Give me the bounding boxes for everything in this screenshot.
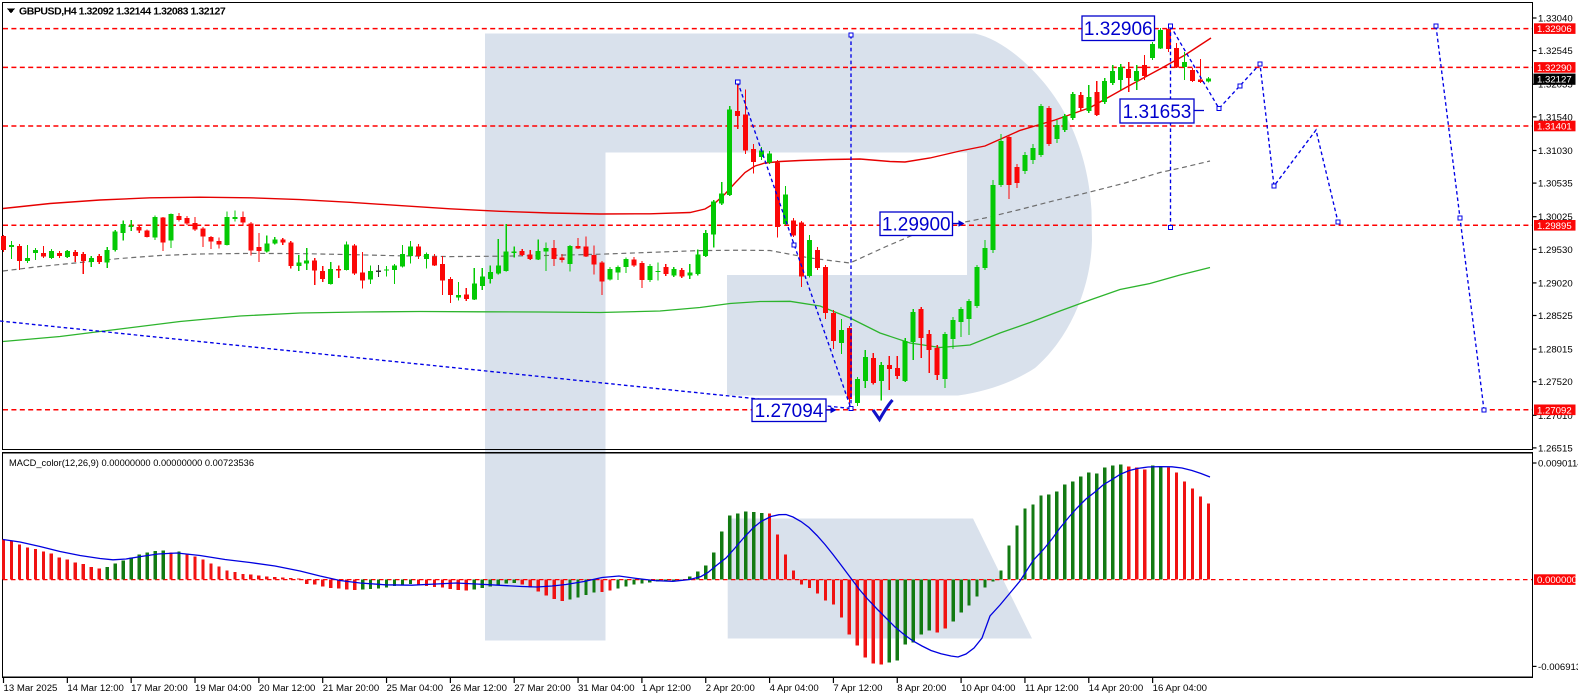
svg-text:1.32035: 1.32035 <box>1538 80 1573 91</box>
svg-text:4 Apr 04:00: 4 Apr 04:00 <box>770 683 819 694</box>
svg-text:0.0090114: 0.0090114 <box>1538 459 1578 470</box>
svg-text:11 Apr 12:00: 11 Apr 12:00 <box>1025 683 1079 694</box>
svg-text:25 Mar 04:00: 25 Mar 04:00 <box>387 683 444 694</box>
svg-text:13 Mar 2025: 13 Mar 2025 <box>4 683 58 694</box>
svg-text:1.31030: 1.31030 <box>1538 146 1573 157</box>
svg-text:-0.0069132: -0.0069132 <box>1538 662 1578 673</box>
svg-text:1.28525: 1.28525 <box>1538 311 1573 322</box>
svg-text:1.32906: 1.32906 <box>1084 19 1153 40</box>
svg-text:1.32906: 1.32906 <box>1537 24 1572 35</box>
svg-text:MACD_color(12,26,9) 0.00000000: MACD_color(12,26,9) 0.00000000 0.0000000… <box>9 458 254 468</box>
svg-text:31 Mar 04:00: 31 Mar 04:00 <box>578 683 635 694</box>
svg-text:14 Mar 12:00: 14 Mar 12:00 <box>67 683 124 694</box>
svg-text:1.33040: 1.33040 <box>1538 14 1573 25</box>
svg-text:1.27010: 1.27010 <box>1538 411 1573 422</box>
svg-text:1.32290: 1.32290 <box>1537 63 1572 74</box>
svg-text:1.28015: 1.28015 <box>1538 345 1573 356</box>
svg-text:21 Mar 20:00: 21 Mar 20:00 <box>323 683 380 694</box>
svg-text:0.0000000: 0.0000000 <box>1537 575 1578 586</box>
svg-text:16 Apr 04:00: 16 Apr 04:00 <box>1153 683 1207 694</box>
svg-text:26 Mar 12:00: 26 Mar 12:00 <box>450 683 507 694</box>
svg-text:1.27092: 1.27092 <box>1537 405 1572 416</box>
svg-text:1.31653: 1.31653 <box>1123 102 1192 123</box>
svg-text:1.29895: 1.29895 <box>1537 221 1572 232</box>
svg-text:1.29020: 1.29020 <box>1538 278 1573 289</box>
svg-text:10 Apr 04:00: 10 Apr 04:00 <box>961 683 1015 694</box>
svg-text:19 Mar 04:00: 19 Mar 04:00 <box>195 683 252 694</box>
svg-text:1.29530: 1.29530 <box>1538 245 1573 256</box>
svg-text:1.31540: 1.31540 <box>1538 112 1573 123</box>
svg-text:1.29900: 1.29900 <box>882 215 951 236</box>
svg-text:1.26515: 1.26515 <box>1538 443 1573 454</box>
svg-text:8 Apr 20:00: 8 Apr 20:00 <box>897 683 946 694</box>
svg-text:27 Mar 20:00: 27 Mar 20:00 <box>514 683 571 694</box>
svg-text:1.31401: 1.31401 <box>1537 122 1572 133</box>
svg-text:17 Mar 20:00: 17 Mar 20:00 <box>131 683 188 694</box>
svg-text:1.30025: 1.30025 <box>1538 212 1573 223</box>
svg-text:1.27094: 1.27094 <box>755 401 824 422</box>
svg-text:1.32545: 1.32545 <box>1538 46 1573 57</box>
svg-text:2 Apr 20:00: 2 Apr 20:00 <box>706 683 755 694</box>
svg-text:1.32127: 1.32127 <box>1537 75 1572 86</box>
svg-text:GBPUSD,H4 1.32092 1.32144 1.3: GBPUSD,H4 1.32092 1.32144 1.32083 1.3212… <box>19 6 226 18</box>
svg-text:1 Apr 12:00: 1 Apr 12:00 <box>642 683 691 694</box>
svg-text:14 Apr 20:00: 14 Apr 20:00 <box>1089 683 1143 694</box>
svg-text:1.27520: 1.27520 <box>1538 377 1573 388</box>
svg-text:7 Apr 12:00: 7 Apr 12:00 <box>833 683 882 694</box>
svg-text:20 Mar 12:00: 20 Mar 12:00 <box>259 683 316 694</box>
svg-text:1.30535: 1.30535 <box>1538 179 1573 190</box>
